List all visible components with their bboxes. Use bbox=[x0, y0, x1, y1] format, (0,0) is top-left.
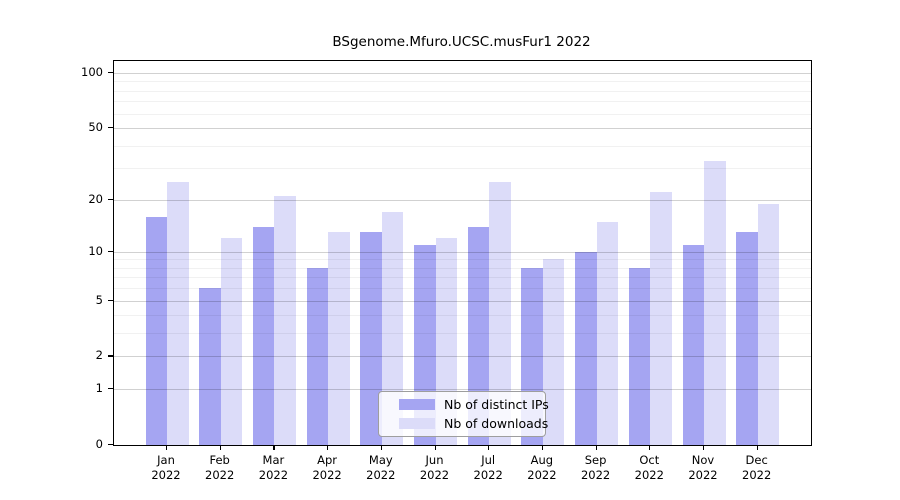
bar-distinct-ips-mar bbox=[252, 226, 275, 445]
x-tick-mar bbox=[273, 445, 275, 450]
legend-label-downloads: Nb of downloads bbox=[444, 416, 549, 431]
bar-downloads-oct bbox=[650, 192, 672, 445]
x-tick-label-aug: Aug 2022 bbox=[527, 453, 557, 482]
minor-gridline-90 bbox=[114, 81, 811, 83]
minor-gridline-9 bbox=[114, 259, 811, 261]
minor-gridline-30 bbox=[114, 168, 811, 170]
minor-gridline-8 bbox=[114, 267, 811, 269]
major-gridline-1 bbox=[114, 389, 811, 391]
y-tick-50 bbox=[108, 127, 113, 129]
bar-downloads-sep bbox=[596, 221, 619, 445]
bar-downloads-nov bbox=[704, 160, 726, 445]
x-tick-label-feb: Feb 2022 bbox=[205, 453, 235, 482]
y-tick-label-20: 20 bbox=[88, 191, 103, 206]
y-tick-20 bbox=[108, 198, 113, 200]
legend-label-distinct-ips: Nb of distinct IPs bbox=[444, 397, 549, 412]
legend-swatch-downloads bbox=[399, 418, 435, 429]
minor-gridline-80 bbox=[114, 90, 811, 92]
x-tick-label-sep: Sep 2022 bbox=[580, 453, 611, 482]
bar-distinct-ips-sep bbox=[575, 251, 597, 445]
y-tick-2 bbox=[108, 355, 113, 357]
x-tick-label-dec: Dec 2022 bbox=[742, 453, 772, 482]
bar-distinct-ips-oct bbox=[628, 267, 651, 445]
bar-downloads-jan bbox=[167, 182, 189, 445]
bar-distinct-ips-jan bbox=[145, 216, 167, 445]
bars-layer bbox=[114, 61, 811, 445]
legend-swatch-distinct-ips bbox=[399, 399, 435, 410]
x-tick-oct bbox=[649, 445, 651, 450]
bar-downloads-dec bbox=[757, 203, 780, 445]
y-tick-label-1: 1 bbox=[95, 381, 103, 396]
y-tick-label-2: 2 bbox=[95, 348, 103, 363]
x-tick-jan bbox=[166, 445, 168, 450]
x-tick-label-oct: Oct 2022 bbox=[634, 453, 664, 482]
x-tick-label-jul: Jul 2022 bbox=[473, 453, 503, 482]
y-tick-100 bbox=[108, 72, 113, 74]
x-tick-apr bbox=[327, 445, 329, 450]
x-tick-label-apr: Apr 2022 bbox=[312, 453, 342, 482]
bar-downloads-feb bbox=[220, 238, 243, 445]
legend-item-distinct-ips: Nb of distinct IPs bbox=[379, 397, 549, 413]
major-gridline-50 bbox=[114, 128, 811, 130]
legend: Nb of distinct IPs Nb of downloads bbox=[378, 391, 549, 437]
bar-downloads-mar bbox=[274, 195, 296, 445]
y-tick-10 bbox=[108, 250, 113, 252]
legend-item-downloads: Nb of downloads bbox=[379, 416, 549, 432]
x-tick-label-jun: Jun 2022 bbox=[419, 453, 450, 482]
x-tick-nov bbox=[703, 445, 705, 450]
major-gridline-5 bbox=[114, 300, 811, 302]
y-tick-label-5: 5 bbox=[95, 292, 103, 307]
x-tick-jul bbox=[488, 445, 490, 450]
bar-distinct-ips-apr bbox=[306, 267, 329, 445]
minor-gridline-6 bbox=[114, 288, 811, 290]
x-tick-sep bbox=[595, 445, 597, 450]
y-tick-0 bbox=[108, 444, 113, 446]
y-tick-label-50: 50 bbox=[88, 120, 103, 135]
x-tick-may bbox=[380, 445, 382, 450]
bar-distinct-ips-dec bbox=[736, 232, 758, 445]
y-tick-1 bbox=[108, 388, 113, 390]
x-tick-label-nov: Nov 2022 bbox=[688, 453, 718, 482]
major-gridline-20 bbox=[114, 199, 811, 201]
y-tick-label-0: 0 bbox=[95, 437, 103, 451]
minor-gridline-70 bbox=[114, 101, 811, 103]
y-tick-5 bbox=[108, 299, 113, 301]
x-tick-label-may: May 2022 bbox=[366, 453, 396, 482]
minor-gridline-7 bbox=[114, 277, 811, 279]
major-gridline-100 bbox=[114, 73, 811, 74]
gridlines-layer bbox=[114, 61, 811, 445]
y-tick-label-10: 10 bbox=[88, 243, 103, 258]
minor-gridline-40 bbox=[114, 145, 811, 147]
y-tick-label-100: 100 bbox=[81, 65, 103, 79]
x-tick-aug bbox=[541, 445, 544, 450]
bar-distinct-ips-feb bbox=[199, 288, 221, 445]
x-tick-jun bbox=[434, 445, 436, 450]
bar-distinct-ips-nov bbox=[682, 244, 704, 445]
minor-gridline-4 bbox=[114, 315, 811, 317]
major-gridline-10 bbox=[114, 251, 811, 253]
bar-downloads-apr bbox=[328, 232, 350, 445]
x-tick-label-jan: Jan 2022 bbox=[151, 453, 181, 482]
x-tick-dec bbox=[756, 445, 758, 450]
plot-area bbox=[113, 60, 812, 446]
x-tick-label-mar: Mar 2022 bbox=[258, 453, 289, 482]
minor-gridline-60 bbox=[114, 113, 811, 115]
major-gridline-2 bbox=[114, 356, 811, 358]
x-tick-feb bbox=[219, 445, 221, 450]
minor-gridline-3 bbox=[114, 333, 811, 335]
chart-title: BSgenome.Mfuro.UCSC.musFur1 2022 bbox=[332, 34, 591, 50]
